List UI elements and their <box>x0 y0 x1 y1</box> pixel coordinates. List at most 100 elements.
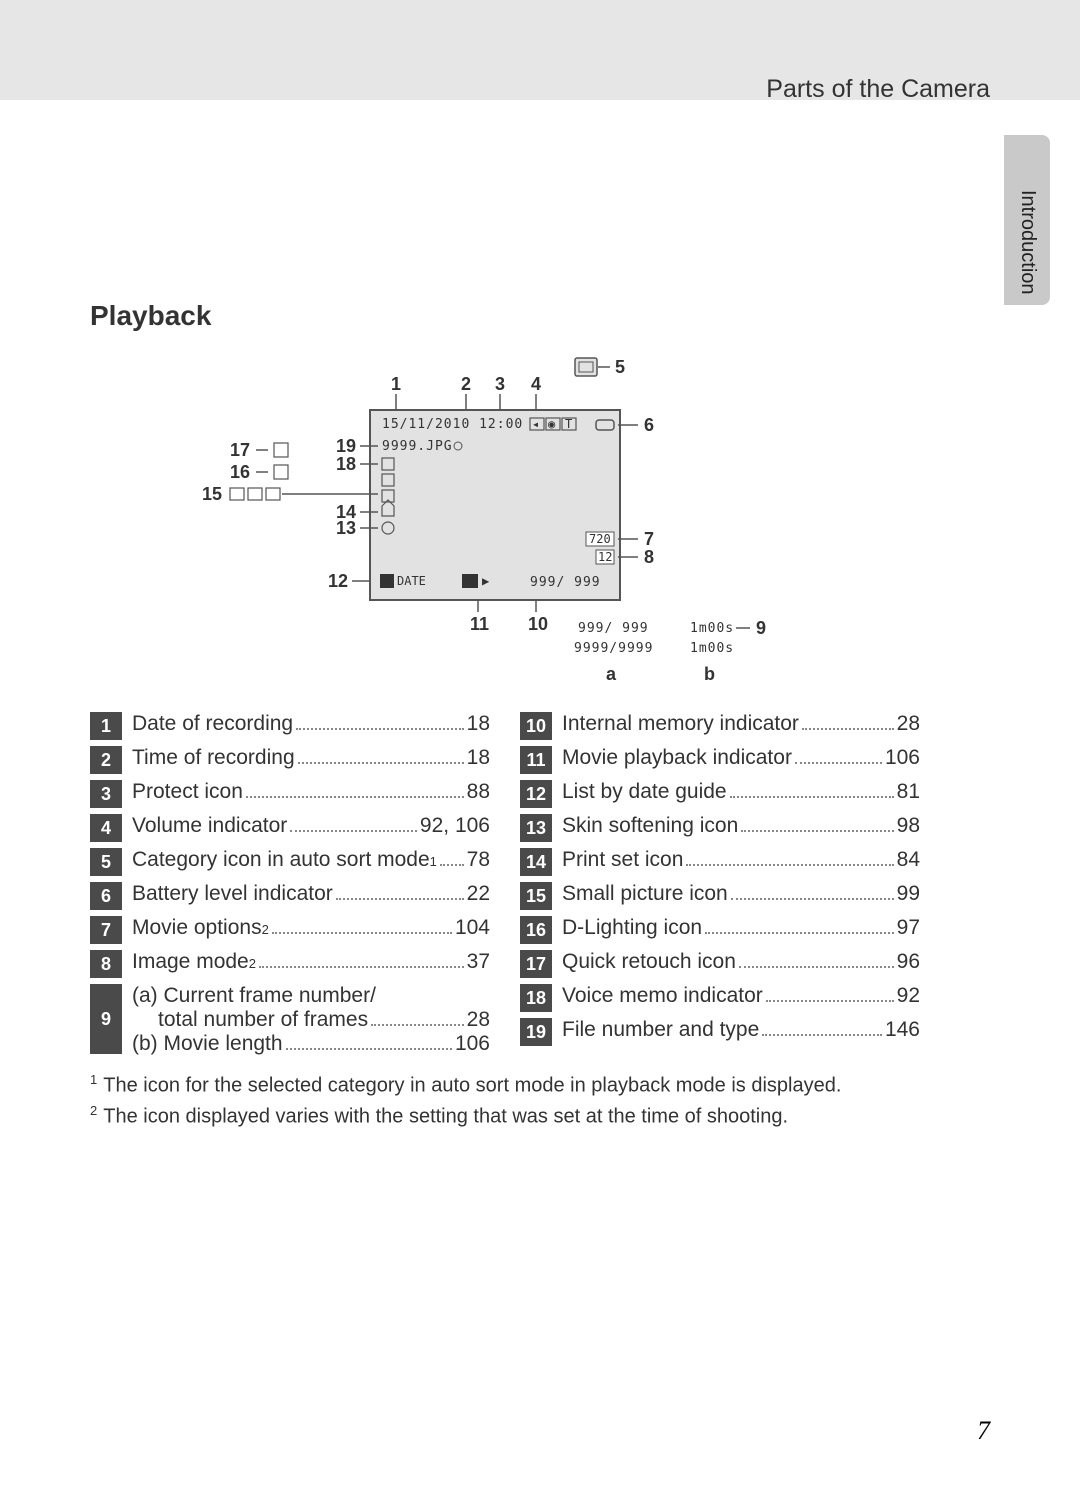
index-number: 6 <box>90 882 122 910</box>
index-entry: Protect icon 88 <box>132 780 490 804</box>
callout-15: 15 <box>202 484 222 504</box>
index-page: 88 <box>467 780 490 804</box>
index-number: 16 <box>520 916 552 944</box>
index-row: 19File number and type146 <box>520 1018 920 1046</box>
index-label: Image mode <box>132 950 249 974</box>
index-entry: Image mode237 <box>132 950 490 974</box>
svg-text:▶: ▶ <box>482 574 490 588</box>
screen-framecount: 999/ 999 <box>530 575 601 590</box>
index-label: Internal memory indicator <box>562 712 799 736</box>
index-number: 18 <box>520 984 552 1012</box>
index-row: 12 List by date guide 81 <box>520 780 920 808</box>
chapter-title: Parts of the Camera <box>766 75 990 104</box>
index-entry: Category icon in auto sort mode178 <box>132 848 490 872</box>
index-page: 18 <box>467 712 490 736</box>
index-row: 1Date of recording18 <box>90 712 490 740</box>
index-label: Movie options <box>132 916 262 940</box>
index-page: 81 <box>897 780 920 804</box>
playback-diagram: 5 15/11/2010 12:00 9999.JPG ◂ ◉ T 720 12 <box>160 350 780 690</box>
index-number: 12 <box>520 780 552 808</box>
index-label: Protect icon <box>132 780 243 804</box>
index-label: Quick retouch icon <box>562 950 736 974</box>
index-number: 4 <box>90 814 122 842</box>
index-row: 18 Voice memo indicator 92 <box>520 984 920 1012</box>
callout-19: 19 <box>336 436 356 456</box>
index-number: 5 <box>90 848 122 876</box>
svg-text:DATE: DATE <box>397 574 426 588</box>
callout-5: 5 <box>615 357 625 377</box>
footnote-1: The icon for the selected category in au… <box>103 1075 841 1097</box>
index-page: 22 <box>467 882 490 906</box>
callout-10: 10 <box>528 614 548 634</box>
index-number: 14 <box>520 848 552 876</box>
index-page: 106 <box>885 746 920 770</box>
svg-text:T: T <box>565 417 572 431</box>
callout-2: 2 <box>461 374 471 394</box>
index-number: 13 <box>520 814 552 842</box>
index-entry: Internal memory indicator 28 <box>562 712 920 736</box>
index-entry: Movie playback indicator 106 <box>562 746 920 770</box>
svg-text:◉: ◉ <box>548 417 555 431</box>
index-row: 15Small picture icon99 <box>520 882 920 910</box>
index-entry: Movie options2104 <box>132 916 490 940</box>
svg-text:◂: ◂ <box>532 417 539 431</box>
callout-17: 17 <box>230 440 250 460</box>
section-title: Playback <box>90 300 211 332</box>
index-entry: Date of recording18 <box>132 712 490 736</box>
index-row: 14 Print set icon 84 <box>520 848 920 876</box>
callout-6: 6 <box>644 415 654 435</box>
index-row: 17 Quick retouch icon 96 <box>520 950 920 978</box>
index-page: 96 <box>897 950 920 974</box>
index-row: 5 Category icon in auto sort mode178 <box>90 848 490 876</box>
svg-text:9999/9999: 9999/9999 <box>574 641 653 656</box>
screen-datetime: 15/11/2010 12:00 <box>382 417 523 432</box>
index-left-column: 1Date of recording182Time of recording18… <box>90 712 490 1062</box>
svg-text:1m00s: 1m00s <box>690 641 734 656</box>
index-row: 9(a) Current frame number/total number o… <box>90 984 490 1056</box>
index-entry: Voice memo indicator 92 <box>562 984 920 1008</box>
index-number: 17 <box>520 950 552 978</box>
page-number: 7 <box>977 1416 990 1446</box>
index-number: 15 <box>520 882 552 910</box>
index-label: Skin softening icon <box>562 814 738 838</box>
index-entry: Print set icon 84 <box>562 848 920 872</box>
index-label: Print set icon <box>562 848 683 872</box>
index-number: 11 <box>520 746 552 774</box>
index-row: 3 Protect icon 88 <box>90 780 490 808</box>
side-tab-label: Introduction <box>1016 190 1039 295</box>
index-label: Movie playback indicator <box>562 746 792 770</box>
callout-8: 8 <box>644 547 654 567</box>
index-entry: List by date guide 81 <box>562 780 920 804</box>
callout-16: 16 <box>230 462 250 482</box>
callout-9: 9 <box>756 618 766 638</box>
index-label: Voice memo indicator <box>562 984 763 1008</box>
sublabel-b: b <box>704 664 715 684</box>
index-entry: Quick retouch icon 96 <box>562 950 920 974</box>
index-label: Battery level indicator <box>132 882 333 906</box>
index-page: 146 <box>885 1018 920 1042</box>
index-label: File number and type <box>562 1018 759 1042</box>
svg-text:1m00s: 1m00s <box>690 621 734 636</box>
screen-filename: 9999.JPG <box>382 439 453 454</box>
index-entry: Time of recording18 <box>132 746 490 770</box>
index-row: 6 Battery level indicator 22 <box>90 882 490 910</box>
index-label: Volume indicator <box>132 814 287 838</box>
svg-text:999/ 999: 999/ 999 <box>578 621 649 636</box>
index-row: 13Skin softening icon98 <box>520 814 920 842</box>
index-page: 84 <box>897 848 920 872</box>
sublabel-a: a <box>606 664 617 684</box>
index-page: 78 <box>467 848 490 872</box>
index-row: 7Movie options2104 <box>90 916 490 944</box>
index-row: 4Volume indicator92, 106 <box>90 814 490 842</box>
index-label: Category icon in auto sort mode <box>132 848 430 872</box>
footnote-2: The icon displayed varies with the setti… <box>103 1105 788 1127</box>
index-entry: File number and type 146 <box>562 1018 920 1042</box>
index-page: 18 <box>467 746 490 770</box>
index-page: 92 <box>897 984 920 1008</box>
index-entry: D-Lighting icon97 <box>562 916 920 940</box>
index-label: List by date guide <box>562 780 727 804</box>
index-page: 28 <box>897 712 920 736</box>
index-number: 9 <box>90 984 122 1054</box>
callout-3: 3 <box>495 374 505 394</box>
index-number: 3 <box>90 780 122 808</box>
